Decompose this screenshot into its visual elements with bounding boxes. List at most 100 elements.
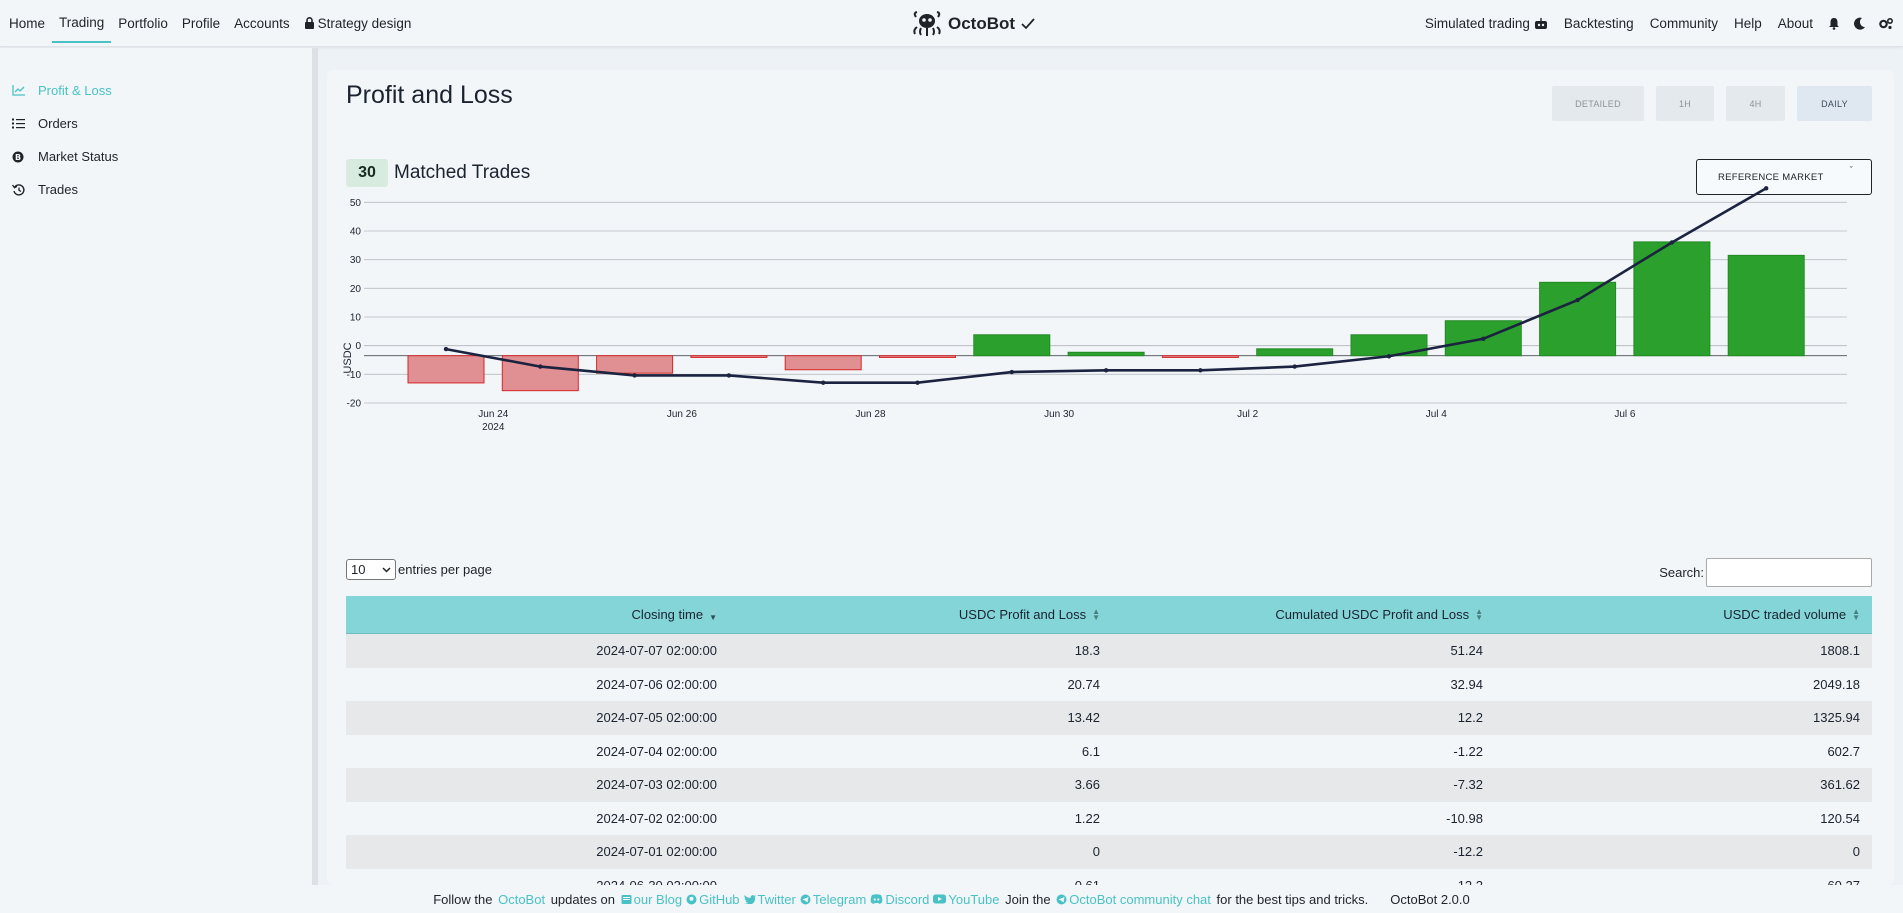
footer-text: Follow the bbox=[433, 891, 493, 907]
timeframe-daily-button[interactable]: DAILY bbox=[1797, 86, 1872, 121]
table-row[interactable]: 2024-07-07 02:00:00 18.3 51.24 1808.1 bbox=[346, 634, 1872, 668]
list-icon bbox=[12, 118, 38, 129]
footer-community-chat-link[interactable]: OctoBot community chat bbox=[1056, 892, 1211, 907]
brand[interactable]: OctoBot bbox=[912, 0, 1035, 47]
check-icon bbox=[1021, 17, 1035, 29]
cell-volume: 2049.18 bbox=[1813, 676, 1860, 692]
column-header-profit-loss[interactable]: USDC Profit and Loss ▲ ▼ bbox=[729, 596, 1112, 633]
cell-cumulated: -10.98 bbox=[1446, 810, 1483, 826]
nav-backtesting[interactable]: Backtesting bbox=[1563, 16, 1634, 31]
timeframe-4h-button[interactable]: 4H bbox=[1726, 86, 1785, 121]
table-row[interactable]: 2024-07-04 02:00:00 6.1 -1.22 602.7 bbox=[346, 734, 1872, 768]
cell-profit-loss: 3.66 bbox=[1074, 777, 1100, 793]
sidebar-item-market-status[interactable]: B Market Status bbox=[0, 140, 312, 173]
cell-closing-time: 2024-07-02 02:00:00 bbox=[596, 810, 717, 826]
table-row[interactable]: 2024-06-30 02:00:000.61-12.260.27 bbox=[346, 868, 1872, 885]
sidebar-item-orders[interactable]: Orders bbox=[0, 107, 312, 140]
cell-cumulated: 12.2 bbox=[1457, 710, 1483, 726]
entries-per-page-select[interactable]: 10 bbox=[346, 559, 396, 580]
nav-trading[interactable]: Trading bbox=[52, 3, 112, 43]
column-header-closing-time[interactable]: Closing time ▲ ▼ bbox=[346, 596, 729, 633]
footer-youtube-link[interactable]: YouTube bbox=[933, 892, 999, 907]
column-header-label: Cumulated USDC Profit and Loss bbox=[1275, 607, 1470, 622]
cell-cumulated: -12.2 bbox=[1112, 869, 1495, 885]
footer-twitter-link[interactable]: Twitter bbox=[743, 891, 796, 907]
nav-community[interactable]: Community bbox=[1649, 16, 1718, 31]
column-header-cumulated-profit-loss[interactable]: Cumulated USDC Profit and Loss ▲ ▼ bbox=[1112, 596, 1495, 633]
footer-blog-link[interactable]: our Blog bbox=[621, 892, 682, 907]
main-panel: Profit and Loss DETAILED 1H 4H DAILY 30 … bbox=[327, 70, 1894, 885]
nav-about[interactable]: About bbox=[1777, 16, 1813, 31]
column-header-traded-volume[interactable]: USDC traded volume ▲ ▼ bbox=[1495, 596, 1872, 633]
y-tick-label: -20 bbox=[347, 399, 362, 410]
footer-text: Join the bbox=[1005, 891, 1051, 907]
nav-profile[interactable]: Profile bbox=[181, 15, 221, 31]
youtube-icon bbox=[933, 894, 947, 904]
chart-line-icon bbox=[12, 85, 38, 96]
telegram-icon bbox=[1056, 894, 1067, 904]
sidebar-item-label: Profit & Loss bbox=[38, 83, 112, 98]
line-point bbox=[1103, 368, 1109, 373]
reference-market-dropdown[interactable]: REFERENCE MARKET ˇ bbox=[1696, 159, 1872, 195]
octobot-logo-icon bbox=[913, 10, 941, 36]
nav-portfolio[interactable]: Portfolio bbox=[118, 15, 168, 31]
footer-discord-link[interactable]: Discord bbox=[870, 892, 929, 907]
cell-cumulated: 32.94 bbox=[1450, 676, 1483, 692]
timeframe-detailed-button[interactable]: DETAILED bbox=[1552, 86, 1644, 121]
matched-trades-label: Matched Trades bbox=[394, 162, 531, 183]
table-search: Search: bbox=[1659, 558, 1872, 587]
footer-github-label: GitHub bbox=[699, 891, 740, 907]
settings-icon[interactable] bbox=[1873, 0, 1899, 47]
line-point bbox=[1292, 364, 1297, 369]
footer-discord-label: Discord bbox=[885, 891, 930, 907]
table-row[interactable]: 2024-07-05 02:00:00 13.42 12.2 1325.94 bbox=[346, 701, 1872, 735]
footer: Follow the OctoBot updates on our Blog G… bbox=[0, 885, 1903, 913]
footer-github-link[interactable]: GitHub bbox=[686, 891, 740, 907]
table-header: Closing time ▲ ▼ USDC Profit and Loss ▲ ▼ … bbox=[346, 596, 1872, 634]
x-tick-sublabel: 2024 bbox=[482, 422, 505, 433]
footer-telegram-link[interactable]: Telegram bbox=[800, 892, 866, 907]
search-label: Search: bbox=[1659, 565, 1704, 580]
sidebar-item-trades[interactable]: Trades bbox=[0, 173, 312, 206]
nav-home[interactable]: Home bbox=[9, 15, 46, 31]
line-point bbox=[1669, 240, 1675, 245]
x-tick-label: Jun 28 bbox=[855, 409, 885, 420]
footer-youtube-label: YouTube bbox=[948, 891, 1000, 907]
table-body: 2024-07-07 02:00:00 18.3 51.24 1808.1 2024-… bbox=[346, 634, 1872, 885]
cell-profit-loss: 6.1 bbox=[1081, 743, 1100, 759]
cell-closing-time: 2024-07-05 02:00:00 bbox=[596, 710, 717, 726]
cell-profit-loss: 0.61 bbox=[729, 869, 1112, 885]
bell-icon[interactable] bbox=[1821, 0, 1847, 47]
sidebar-item-profit-loss[interactable]: Profit & Loss bbox=[0, 74, 312, 107]
table-row[interactable]: 2024-07-03 02:00:00 3.66 -7.32 361.62 bbox=[346, 768, 1872, 802]
chevron-down-icon bbox=[382, 566, 391, 573]
nav-simulated-trading[interactable]: Simulated trading bbox=[1417, 0, 1556, 47]
table-row[interactable]: 2024-07-06 02:00:00 20.74 32.94 2049.18 bbox=[346, 667, 1872, 701]
history-icon bbox=[12, 183, 38, 196]
search-input[interactable] bbox=[1706, 558, 1872, 587]
cell-volume: 1808.1 bbox=[1820, 643, 1860, 659]
nav-accounts[interactable]: Accounts bbox=[234, 15, 290, 31]
x-tick-label: Jun 30 bbox=[1044, 409, 1074, 420]
cell-volume: 120.54 bbox=[1820, 810, 1860, 826]
cell-profit-loss: 1.22 bbox=[1074, 810, 1100, 826]
nav-help[interactable]: Help bbox=[1733, 16, 1762, 31]
nav-strategy-design[interactable]: Strategy design bbox=[297, 0, 419, 46]
bar-positive bbox=[1633, 241, 1711, 357]
x-tick-label: Jul 4 bbox=[1426, 409, 1448, 420]
chart-line-series bbox=[443, 186, 1769, 385]
footer-text: for the best tips and tricks. bbox=[1216, 891, 1369, 907]
cell-volume: 602.7 bbox=[1827, 743, 1860, 759]
timeframe-1h-button[interactable]: 1H bbox=[1656, 86, 1714, 121]
footer-text: updates on bbox=[550, 891, 616, 907]
cell-closing-time: 2024-07-03 02:00:00 bbox=[596, 777, 717, 793]
entries-per-page: 10 entries per page bbox=[346, 559, 492, 580]
footer-octobot-link[interactable]: OctoBot bbox=[498, 891, 546, 907]
column-header-label: Closing time bbox=[631, 607, 704, 622]
table-row[interactable]: 2024-07-01 02:00:00 0 -12.2 0 bbox=[346, 835, 1872, 869]
moon-icon[interactable] bbox=[1847, 0, 1873, 47]
footer-twitter-label: Twitter bbox=[757, 891, 796, 907]
sort-desc-icon: ▲ ▼ bbox=[709, 606, 717, 622]
cell-closing-time: 2024-07-06 02:00:00 bbox=[596, 676, 717, 692]
table-row[interactable]: 2024-07-02 02:00:00 1.22 -10.98 120.54 bbox=[346, 801, 1872, 835]
